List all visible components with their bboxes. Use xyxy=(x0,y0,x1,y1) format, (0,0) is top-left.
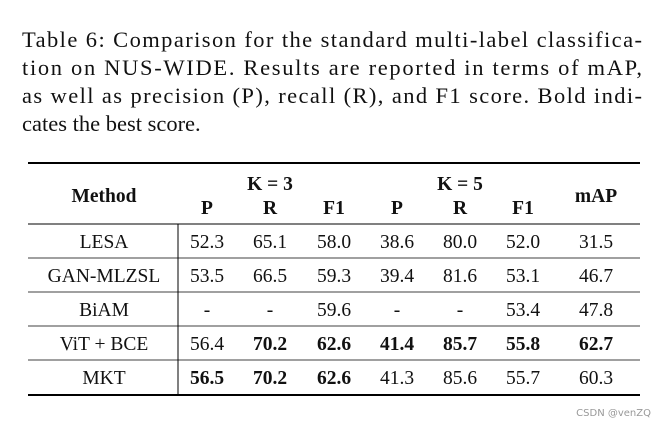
method-cell: GAN-MLZSL xyxy=(48,266,161,287)
value-cell: 62.7 xyxy=(579,334,613,355)
value-cell: 53.1 xyxy=(506,266,540,287)
value-cell: 39.4 xyxy=(380,266,414,287)
value-cell: - xyxy=(394,300,401,321)
value-cell: 70.2 xyxy=(253,368,287,389)
header-method: Method xyxy=(72,186,137,207)
value-cell: - xyxy=(457,300,464,321)
value-cell: 31.5 xyxy=(579,232,613,253)
caption-line: cates the best score. xyxy=(22,111,201,136)
value-cell: 41.3 xyxy=(380,368,414,389)
value-cell: 62.6 xyxy=(317,334,351,355)
watermark: CSDN @venZQ xyxy=(576,408,651,419)
caption-line: as well as precision (P), recall (R), an… xyxy=(22,83,642,108)
caption-line: Table 6: Comparison for the standard mul… xyxy=(22,27,642,52)
header-group: K = 3 xyxy=(247,174,293,195)
header-subcolumn: R xyxy=(263,198,278,219)
header-subcolumn: P xyxy=(391,198,403,219)
value-cell: 60.3 xyxy=(579,368,613,389)
value-cell: - xyxy=(204,300,211,321)
value-cell: 70.2 xyxy=(253,334,287,355)
value-cell: 55.7 xyxy=(506,368,540,389)
method-cell: MKT xyxy=(82,368,125,389)
header-group: K = 5 xyxy=(437,174,483,195)
header-map: mAP xyxy=(575,186,617,207)
value-cell: - xyxy=(267,300,274,321)
value-cell: 85.6 xyxy=(443,368,477,389)
value-cell: 81.6 xyxy=(443,266,477,287)
value-cell: 52.3 xyxy=(190,232,224,253)
value-cell: 85.7 xyxy=(443,334,477,355)
value-cell: 59.3 xyxy=(317,266,351,287)
header-subcolumn: F1 xyxy=(323,198,345,219)
value-cell: 55.8 xyxy=(506,334,540,355)
value-cell: 56.4 xyxy=(190,334,224,355)
header-subcolumn: F1 xyxy=(512,198,534,219)
method-cell: LESA xyxy=(80,232,129,253)
value-cell: 47.8 xyxy=(579,300,613,321)
method-cell: ViT + BCE xyxy=(60,334,149,355)
value-cell: 53.5 xyxy=(190,266,224,287)
method-cell: BiAM xyxy=(79,300,129,321)
value-cell: 46.7 xyxy=(579,266,613,287)
value-cell: 52.0 xyxy=(506,232,540,253)
header-subcolumn: P xyxy=(201,198,213,219)
value-cell: 53.4 xyxy=(506,300,540,321)
value-cell: 56.5 xyxy=(190,368,224,389)
value-cell: 62.6 xyxy=(317,368,351,389)
value-cell: 80.0 xyxy=(443,232,477,253)
caption-line: tion on NUS-WIDE. Results are reported i… xyxy=(22,55,642,80)
value-cell: 59.6 xyxy=(317,300,351,321)
header-subcolumn: R xyxy=(453,198,468,219)
value-cell: 38.6 xyxy=(380,232,414,253)
value-cell: 41.4 xyxy=(380,334,414,355)
value-cell: 66.5 xyxy=(253,266,287,287)
value-cell: 65.1 xyxy=(253,232,287,253)
value-cell: 58.0 xyxy=(317,232,351,253)
